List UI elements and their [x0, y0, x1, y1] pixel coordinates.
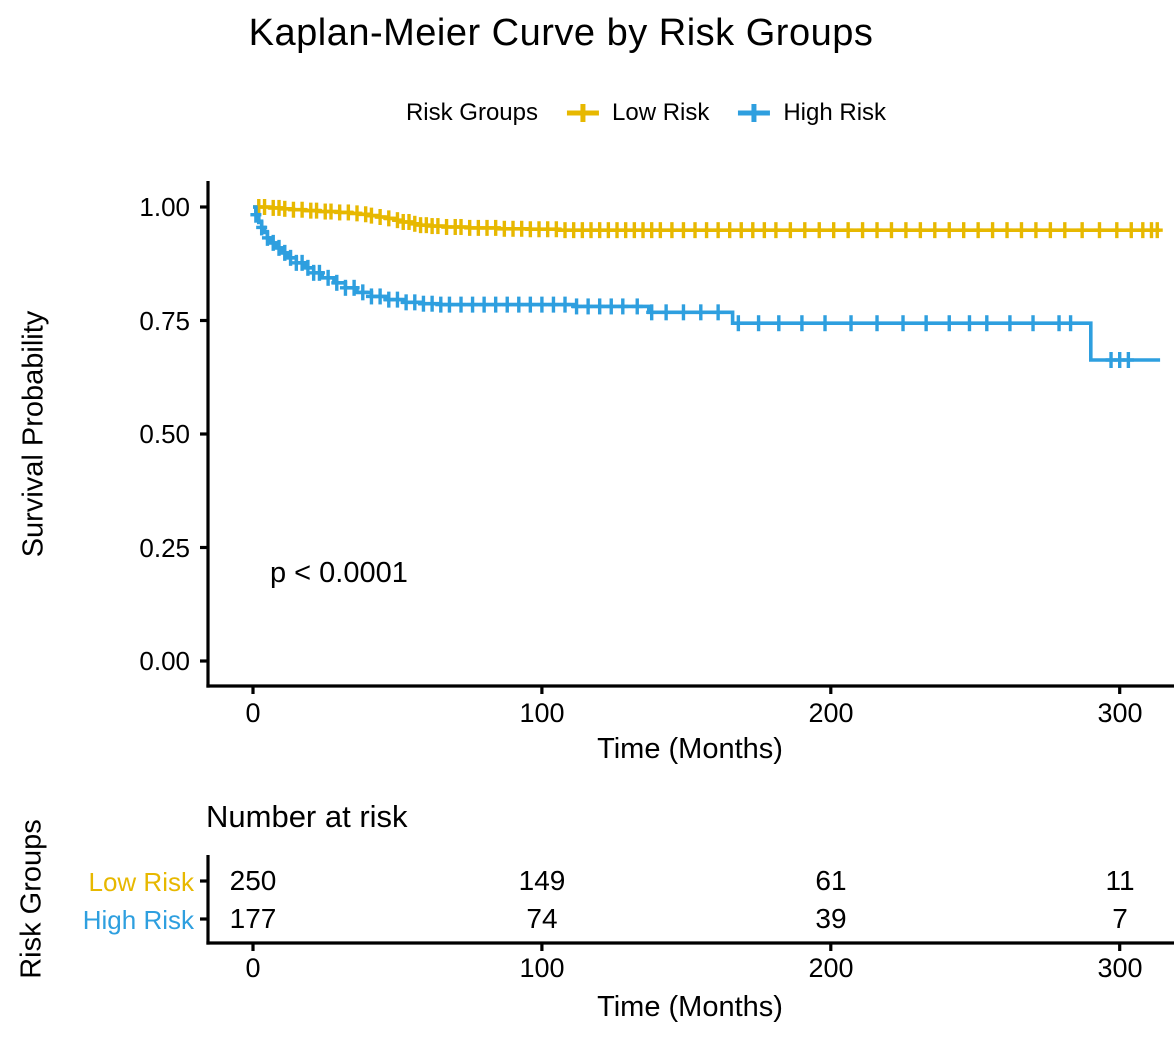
risk-count-low-100: 149	[518, 865, 566, 896]
chart-title: Kaplan-Meier Curve by Risk Groups	[248, 12, 874, 54]
high-risk-plus-icon	[738, 104, 771, 122]
risk-count-low-200: 61	[815, 865, 847, 896]
legend-label-low-risk: Low Risk	[611, 99, 710, 126]
x-tick-label-0: 0	[245, 698, 261, 728]
risk-x-tick-label-0: 0	[245, 953, 261, 983]
risk-count-low-300: 11	[1105, 865, 1135, 896]
y-tick-label-0.50: 0.50	[139, 419, 190, 449]
risk-table-title: Number at risk	[206, 799, 408, 834]
legend-item-high-risk: High Risk	[735, 99, 886, 127]
risk-x-tick-label-200: 200	[808, 953, 854, 983]
risk-count-high-100: 74	[526, 903, 558, 934]
risk-x-tick-label-100: 100	[519, 953, 565, 983]
y-tick-label-0.25: 0.25	[139, 533, 190, 563]
y-tick-label-0.75: 0.75	[139, 306, 190, 336]
risk-table-y-axis-title: Risk Groups	[15, 819, 48, 979]
risk-count-high-300: 7	[1112, 903, 1128, 934]
risk-x-axis-title: Time (Months)	[597, 991, 783, 1023]
x-tick-label-100: 100	[519, 698, 565, 728]
x-tick-label-200: 200	[808, 698, 854, 728]
legend-label-high-risk: High Risk	[783, 99, 887, 126]
x-axis-title: Time (Months)	[597, 733, 783, 765]
risk-count-high-200: 39	[815, 903, 847, 934]
risk-count-high-0: 177	[229, 903, 277, 934]
risk-count-low-0: 250	[229, 865, 277, 896]
y-tick-label-1.00: 1.00	[139, 192, 190, 222]
p-value-annotation: p < 0.0001	[270, 557, 408, 589]
x-tick-label-300: 300	[1097, 698, 1143, 728]
low-risk-plus-icon	[566, 104, 599, 122]
legend-item-low-risk: Low Risk	[564, 99, 709, 127]
risk-row-label-low-risk: Low Risk	[88, 867, 194, 897]
legend: Risk Groups Low Risk High Risk	[406, 98, 886, 128]
risk-row-label-high-risk: High Risk	[82, 905, 194, 935]
y-axis-title: Survival Probability	[17, 310, 50, 558]
legend-title: Risk Groups	[405, 99, 538, 126]
risk-x-tick-label-300: 300	[1097, 953, 1143, 983]
y-tick-label-0.00: 0.00	[139, 646, 190, 676]
